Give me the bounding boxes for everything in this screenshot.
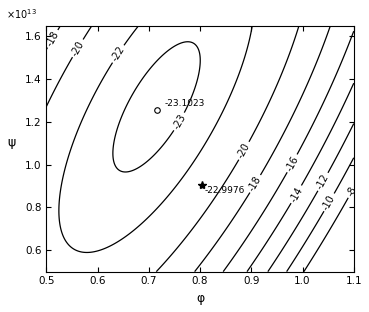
- Text: -10: -10: [321, 193, 337, 212]
- Text: -20: -20: [69, 39, 86, 58]
- Text: -23.1023: -23.1023: [164, 99, 205, 108]
- Text: -14: -14: [288, 185, 304, 204]
- Text: -20: -20: [236, 141, 252, 160]
- X-axis label: φ: φ: [196, 292, 204, 305]
- Text: $\times10^{13}$: $\times10^{13}$: [7, 7, 37, 21]
- Text: -8: -8: [345, 185, 358, 198]
- Text: -16: -16: [284, 154, 300, 173]
- Text: -23: -23: [171, 112, 187, 131]
- Text: -22.9976: -22.9976: [204, 186, 245, 195]
- Y-axis label: ψ: ψ: [7, 136, 15, 149]
- Text: -18: -18: [247, 174, 263, 193]
- Text: -12: -12: [315, 173, 331, 191]
- Text: -18: -18: [44, 29, 61, 48]
- Text: -22: -22: [110, 45, 127, 63]
